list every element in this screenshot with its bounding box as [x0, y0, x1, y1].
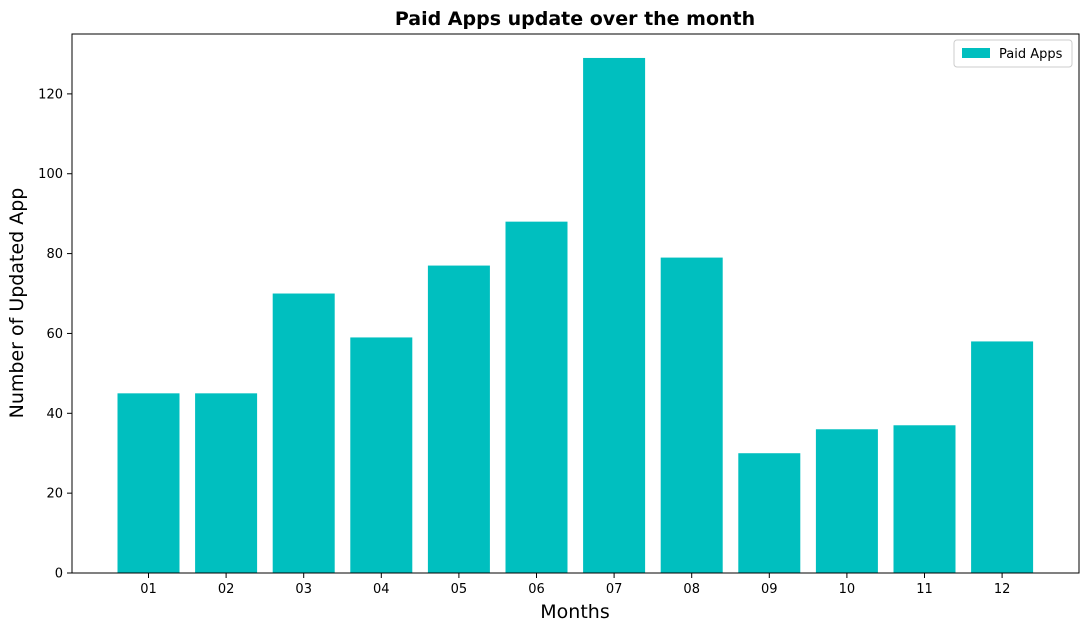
legend: Paid Apps: [953, 39, 1073, 68]
x-tick-label: 09: [761, 582, 778, 597]
y-axis-label: Number of Updated App: [6, 188, 28, 419]
y-tick-label: 100: [38, 167, 63, 182]
y-tick-label: 60: [46, 327, 63, 342]
x-tick-label: 04: [373, 582, 390, 597]
x-tick-label: 07: [606, 582, 623, 597]
bar-05: [427, 265, 490, 573]
x-axis-label: Months: [540, 601, 609, 623]
y-tick-label: 120: [38, 87, 63, 102]
y-tick-label: 20: [46, 487, 63, 502]
bar-09: [738, 453, 801, 573]
plot-frame: [71, 33, 1080, 574]
legend-swatch: [962, 48, 990, 58]
y-axis-ticks: 0 20 40 60 80 100 120: [38, 87, 72, 582]
x-tick-label: 05: [451, 582, 468, 597]
x-tick-label: 10: [839, 582, 856, 597]
bar-03: [272, 293, 335, 573]
bar-10: [815, 429, 878, 573]
x-tick-label: 03: [295, 582, 312, 597]
x-tick-label: 06: [528, 582, 545, 597]
y-tick-label: 0: [55, 567, 63, 582]
bar-01: [117, 393, 180, 573]
x-axis-ticks: 01 02 03 04 05 06 07 08 09 10 11 12: [140, 573, 1010, 597]
y-tick-label: 40: [46, 407, 63, 422]
chart-title: Paid Apps update over the month: [395, 8, 755, 30]
x-tick-label: 11: [916, 582, 933, 597]
bar-06: [505, 221, 568, 573]
bar-11: [893, 425, 956, 573]
legend-box: [953, 39, 1073, 68]
legend-label: Paid Apps: [999, 47, 1063, 62]
bar-07: [583, 57, 646, 573]
x-tick-label: 01: [140, 582, 157, 597]
x-tick-label: 02: [218, 582, 235, 597]
x-tick-label: 08: [683, 582, 700, 597]
bar-04: [350, 337, 413, 573]
bar-08: [660, 257, 723, 573]
x-tick-label: 12: [994, 582, 1011, 597]
bar-12: [971, 341, 1034, 573]
bar-02: [195, 393, 258, 573]
bars-group: [117, 57, 1034, 573]
y-tick-label: 80: [46, 247, 63, 262]
